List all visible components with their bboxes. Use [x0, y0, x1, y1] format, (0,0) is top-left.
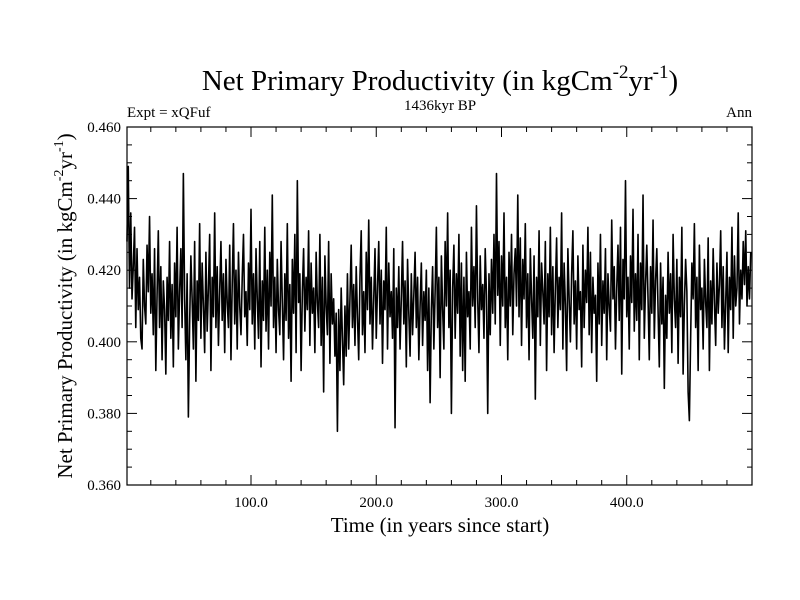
- x-axis-label: Time (in years since start): [331, 513, 550, 537]
- y-axis-label-sup1: -2: [52, 170, 67, 182]
- y-axis-label-end: ): [53, 133, 77, 140]
- chart-title: Net Primary Productivity (in kgCm-2yr-1): [202, 62, 678, 97]
- y-tick-label: 0.440: [87, 192, 121, 208]
- chart-title-sup2: -1: [653, 62, 669, 83]
- x-tick-label: 200.0: [359, 495, 393, 511]
- y-tick-label: 0.400: [87, 335, 121, 351]
- chart-title-mid: yr: [628, 65, 653, 97]
- chart-title-sup1: -2: [613, 62, 629, 83]
- series-line-npp: [126, 165, 752, 433]
- experiment-label: Expt = xQFuf: [127, 105, 210, 121]
- y-tick-label: 0.460: [87, 120, 121, 136]
- y-tick-label: 0.360: [87, 478, 121, 494]
- season-label: Ann: [726, 105, 752, 121]
- y-axis-label-sup2: -1: [52, 140, 67, 152]
- y-axis-label-main: Net Primary Productivity (in kgCm: [53, 181, 77, 478]
- x-tick-label: 100.0: [234, 495, 268, 511]
- y-axis-ticks: 0.360 0.380 0.400 0.420 0.440 0.460: [87, 120, 752, 494]
- chart-subtitle: 1436kyr BP: [404, 98, 476, 114]
- y-axis-label-mid: yr: [53, 152, 77, 170]
- x-tick-label: 300.0: [485, 495, 519, 511]
- y-tick-label: 0.420: [87, 263, 121, 279]
- x-tick-label: 400.0: [610, 495, 644, 511]
- x-axis-ticks: 100.0 200.0 300.0 400.0: [150, 127, 728, 511]
- chart-title-main: Net Primary Productivity (in kgCm: [202, 65, 613, 97]
- y-tick-label: 0.380: [87, 406, 121, 422]
- y-axis-label: Net Primary Productivity (in kgCm-2yr-1): [52, 133, 77, 478]
- chart-title-end: ): [668, 65, 678, 97]
